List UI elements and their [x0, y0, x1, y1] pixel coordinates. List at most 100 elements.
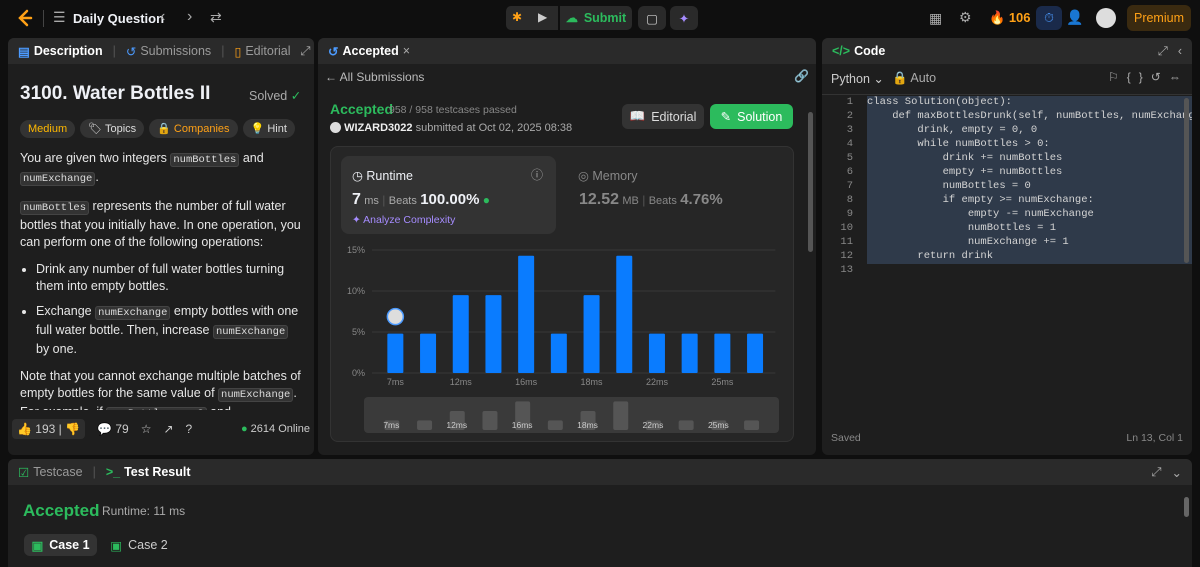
tag[interactable]: 🔒 Companies	[149, 119, 238, 138]
tag-label: Topics	[104, 123, 137, 135]
submission-panel: ↺ Accepted × ← All Submissions 🔗 Accepted…	[318, 38, 816, 455]
case-tab[interactable]: ▣ Case 1	[24, 534, 97, 556]
code-line: while numBottles > 0:	[867, 138, 1192, 152]
collapse-button[interactable]: ‹	[1177, 44, 1182, 58]
online-count: ● 2614 Online	[241, 423, 310, 435]
result-runtime: Runtime: 11 ms	[102, 504, 186, 518]
ai-button[interactable]: ✦	[670, 6, 698, 30]
scrollbar[interactable]	[1184, 497, 1189, 517]
run-group	[506, 6, 558, 30]
case-tab[interactable]: ▣ Case 2	[108, 534, 170, 556]
info-icon[interactable]: ⓘ	[531, 168, 544, 182]
cursor-position: Ln 13, Col 1	[1126, 432, 1183, 444]
list-icon[interactable]: ☰	[53, 9, 66, 25]
like-button[interactable]: 👍 193 | 👎	[12, 419, 86, 439]
divider	[43, 10, 44, 27]
status-text: Solved	[249, 89, 288, 103]
tab[interactable]: ▤ Description	[18, 44, 103, 59]
tab[interactable]: ☑ Testcase	[18, 465, 83, 480]
scrollbar[interactable]	[1184, 98, 1189, 263]
shuffle-button[interactable]: ⇄	[210, 9, 222, 25]
memory-label[interactable]: ◎ Memory	[578, 169, 638, 183]
editor-tools[interactable]: ⚐{}↺⇔	[1108, 70, 1189, 84]
tab-icon: ↺	[328, 44, 339, 59]
timer-button[interactable]: ⏱	[1036, 6, 1062, 30]
tag[interactable]: 🏷 Topics	[80, 119, 145, 138]
settings-button[interactable]: ⚙	[959, 9, 972, 25]
text: Note that you cannot exchange multiple b…	[20, 369, 301, 400]
description-body: You are given two integers numBottles an…	[20, 150, 304, 410]
analyze-complexity[interactable]: ✦ Analyze Complexity	[352, 214, 456, 226]
help-button[interactable]: ?	[185, 422, 193, 436]
debug-button[interactable]: ✱	[512, 10, 523, 24]
tag[interactable]: 💡 Hint	[242, 119, 295, 138]
problem-list-title[interactable]: Daily Question	[73, 11, 165, 26]
expand-button[interactable]: ⤢	[1157, 43, 1168, 58]
expand-button[interactable]: ⤢	[1151, 464, 1162, 479]
tab[interactable]: ▯ Editorial	[234, 44, 290, 59]
separator: |	[92, 465, 96, 479]
tab[interactable]: ↺ Accepted ×	[328, 44, 410, 59]
tab[interactable]: </> Code	[832, 44, 885, 58]
premium-button[interactable]: Premium	[1127, 5, 1191, 31]
next-button[interactable]: ›	[187, 8, 193, 25]
link-button[interactable]: 🔗	[794, 69, 809, 83]
close-tab[interactable]: ×	[402, 44, 411, 58]
code-editor[interactable]: class Solution(object): def maxBottlesDr…	[867, 96, 1192, 278]
language: Python	[831, 72, 870, 86]
username[interactable]: WIZARD3022	[344, 122, 413, 134]
comments-button[interactable]: 💬 79	[97, 422, 129, 436]
editorial-button[interactable]: 📖 Editorial	[622, 104, 704, 129]
tab[interactable]: >_ Test Result	[106, 465, 191, 479]
submit-label: Submit	[583, 11, 627, 25]
expand-button[interactable]: ⤢	[300, 43, 311, 58]
share-button[interactable]: ↗	[163, 422, 174, 436]
text: .	[95, 170, 99, 184]
result-status: Accepted	[23, 501, 100, 520]
line-number: 9	[846, 208, 853, 220]
submit-button[interactable]: ☁ Submit	[560, 6, 632, 30]
collapse-button[interactable]: ⌄	[1171, 465, 1182, 480]
solution-button[interactable]: ✎ Solution	[710, 104, 793, 129]
code-header: </> Code ⤢ ‹	[822, 38, 1192, 64]
runtime-unit: ms	[364, 195, 379, 207]
submission-status: Accepted	[330, 101, 394, 117]
back-link[interactable]: ← All Submissions	[325, 70, 425, 84]
note-button[interactable]: ▢	[638, 6, 666, 30]
mode[interactable]: 🔒 Auto	[892, 71, 937, 85]
run-button[interactable]: ▶	[538, 10, 548, 24]
scrollbar[interactable]	[808, 112, 813, 252]
tab-label: Test Result	[124, 465, 191, 479]
text: Exchange	[36, 304, 96, 318]
invite-button[interactable]: 👤	[1066, 9, 1084, 25]
beats-icon: ●	[482, 193, 491, 207]
layout-button[interactable]: ▦	[929, 10, 943, 26]
text: empty bottles with one full water bottle…	[36, 304, 299, 337]
tab-icon: ☑	[18, 465, 30, 480]
runtime-box[interactable]: ◷ Runtime ⓘ 7 ms | Beats 100.00% ● ✦ Ana…	[341, 156, 556, 234]
language-select[interactable]: Python ⌄	[831, 72, 884, 86]
line-number: 13	[840, 264, 853, 276]
tab-icon: ↺	[125, 44, 137, 59]
avatar[interactable]	[1096, 8, 1116, 28]
tag[interactable]: Medium	[20, 120, 76, 138]
bullet-list: Drink any number of full water bottles t…	[20, 261, 304, 358]
text: by one.	[36, 342, 78, 356]
streak[interactable]: 🔥 106	[989, 10, 1031, 25]
tab[interactable]: ↺ Submissions	[126, 44, 211, 59]
tab-label: Editorial	[245, 44, 291, 58]
case-icon: ▣	[31, 538, 44, 553]
inline-code: numExchange	[218, 388, 294, 402]
like-count: 193	[35, 422, 56, 436]
text: You are given two integers	[20, 151, 171, 165]
separator: |	[221, 44, 225, 58]
prev-button[interactable]: ‹	[160, 8, 166, 25]
code-line	[867, 264, 1192, 278]
result-panel: ☑ Testcase | >_ Test Result ⤢ ⌄ Accepted R…	[8, 459, 1192, 567]
logo[interactable]	[16, 9, 34, 27]
tab-icon: ▤	[18, 44, 30, 59]
favorite-button[interactable]: ☆	[140, 422, 152, 436]
submission-tabs: ↺ Accepted ×	[318, 38, 816, 64]
line-number: 7	[846, 180, 853, 192]
